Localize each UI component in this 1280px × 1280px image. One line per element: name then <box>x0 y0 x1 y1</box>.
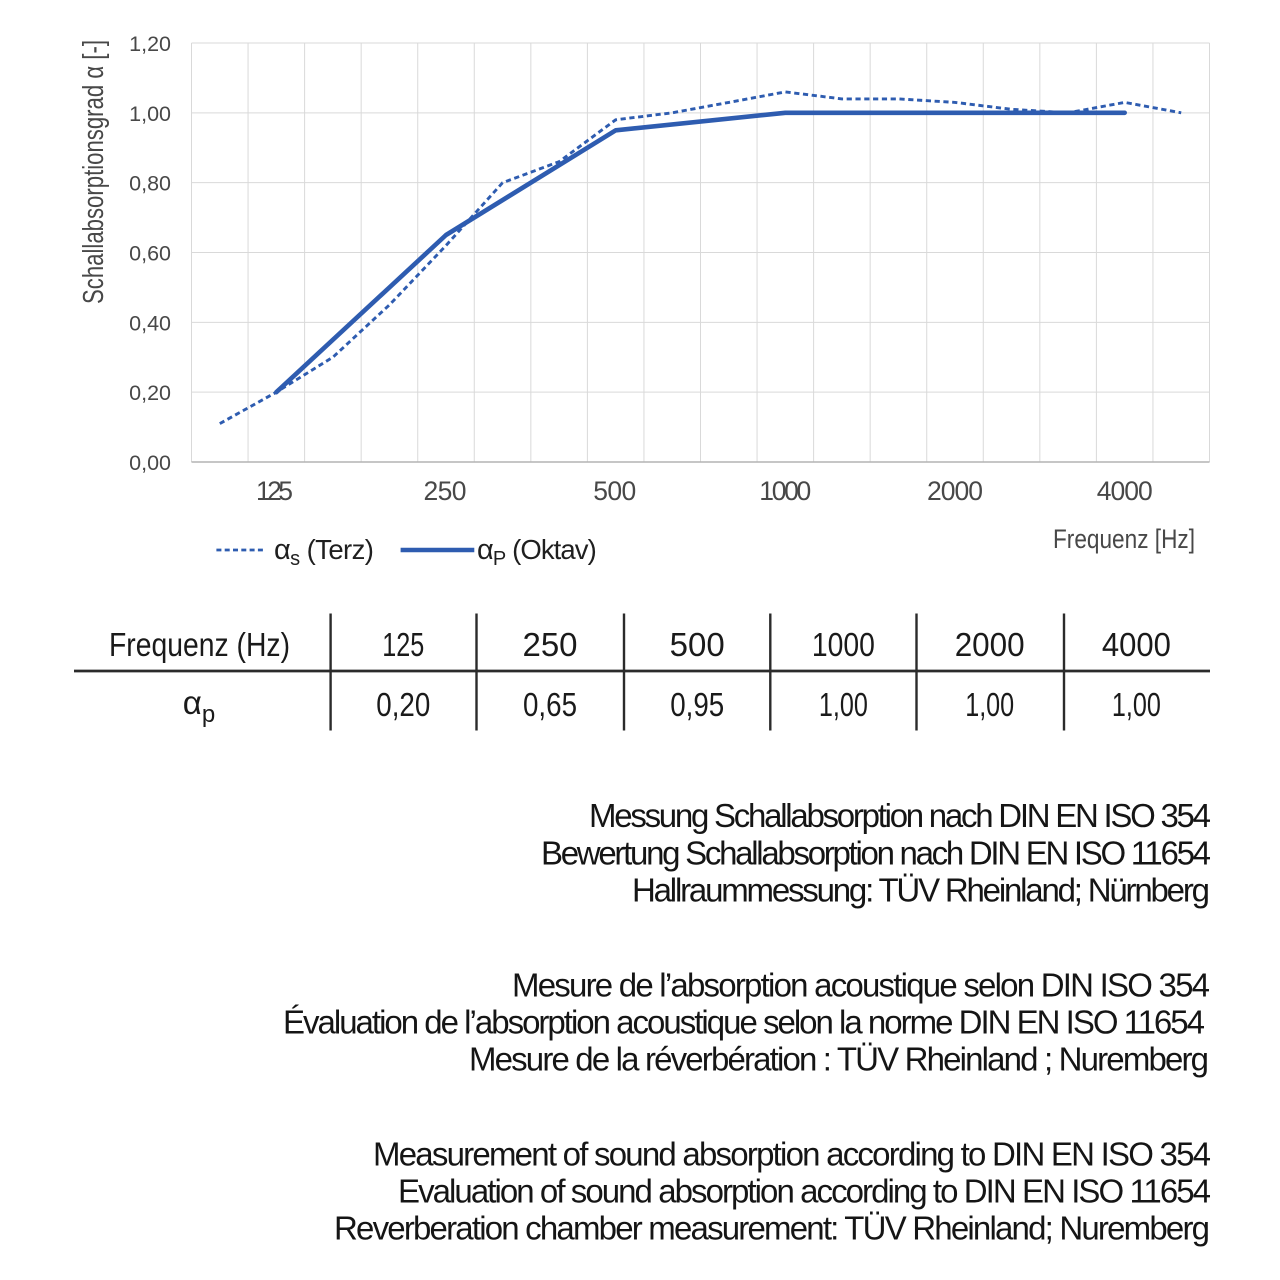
svg-text:2000: 2000 <box>955 626 1025 663</box>
svg-text:αp: αp <box>183 684 215 728</box>
svg-text:0,20: 0,20 <box>129 381 171 405</box>
svg-text:0,40: 0,40 <box>129 311 171 335</box>
svg-text:500: 500 <box>670 626 725 663</box>
svg-text:0,95: 0,95 <box>670 686 724 723</box>
svg-text:Frequenz (Hz): Frequenz (Hz) <box>109 626 290 663</box>
svg-text:Measurement of sound absorptio: Measurement of sound absorption accordin… <box>373 1136 1211 1173</box>
svg-text:125: 125 <box>382 626 424 663</box>
svg-text:250: 250 <box>424 476 467 506</box>
svg-text:Mesure de la réverbération : T: Mesure de la réverbération : TÜV Rheinla… <box>469 1041 1209 1078</box>
svg-text:1,20: 1,20 <box>129 32 171 56</box>
svg-text:0,00: 0,00 <box>129 451 171 475</box>
svg-text:1,00: 1,00 <box>129 102 171 126</box>
svg-text:2000: 2000 <box>927 476 983 506</box>
svg-text:125: 125 <box>256 476 293 506</box>
svg-text:Schallabsorptionsgrad α [-]: Schallabsorptionsgrad α [-] <box>78 40 110 304</box>
svg-text:1,00: 1,00 <box>819 686 868 723</box>
svg-text:Bewertung Schallabsorption nac: Bewertung Schallabsorption nach DIN EN I… <box>541 835 1211 872</box>
svg-text:Frequenz [Hz]: Frequenz [Hz] <box>1053 524 1195 554</box>
svg-text:0,60: 0,60 <box>129 242 171 266</box>
svg-text:4000: 4000 <box>1097 476 1153 506</box>
svg-text:0,80: 0,80 <box>129 172 171 196</box>
svg-text:αs (Terz): αs (Terz) <box>274 534 373 570</box>
svg-text:Mesure de l’absorption acousti: Mesure de l’absorption acoustique selon … <box>512 966 1210 1003</box>
svg-text:Reverberation chamber measurem: Reverberation chamber measurement: TÜV R… <box>334 1210 1210 1247</box>
svg-text:0,20: 0,20 <box>376 686 430 723</box>
svg-text:Messung Schallabsorption nach: Messung Schallabsorption nach DIN EN ISO… <box>589 797 1211 834</box>
svg-text:250: 250 <box>522 626 577 663</box>
svg-text:4000: 4000 <box>1102 626 1171 663</box>
svg-text:1000: 1000 <box>759 476 811 506</box>
svg-text:0,65: 0,65 <box>523 686 577 723</box>
svg-text:Hallraummessung: TÜV Rheinland: Hallraummessung: TÜV Rheinland; Nürnberg <box>632 871 1210 908</box>
svg-text:Évaluation de l’absorption aco: Évaluation de l’absorption acoustique se… <box>283 1003 1205 1040</box>
svg-text:αP (Oktav): αP (Oktav) <box>477 534 596 570</box>
svg-text:Evaluation of sound absorption: Evaluation of sound absorption according… <box>398 1173 1211 1210</box>
svg-text:500: 500 <box>593 476 636 506</box>
svg-text:1,00: 1,00 <box>965 686 1014 723</box>
svg-text:1,00: 1,00 <box>1112 686 1161 723</box>
svg-text:1000: 1000 <box>812 626 875 663</box>
